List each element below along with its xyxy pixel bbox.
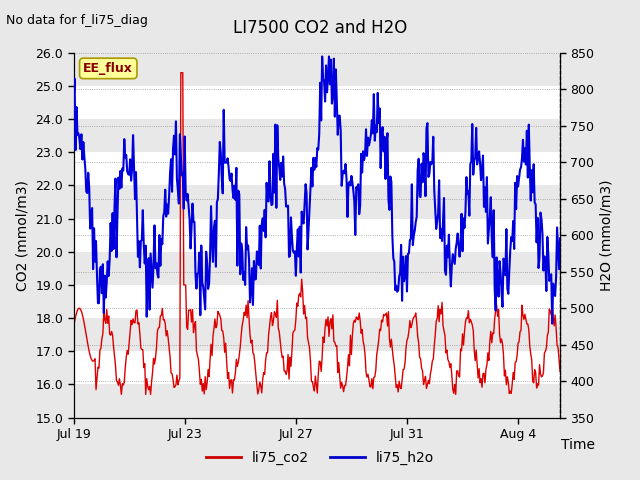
Bar xyxy=(74,351,560,384)
Y-axis label: CO2 (mmol/m3): CO2 (mmol/m3) xyxy=(16,180,29,290)
Text: No data for f_li75_diag: No data for f_li75_diag xyxy=(6,14,148,27)
Bar xyxy=(74,53,560,86)
Bar xyxy=(74,384,560,418)
Bar xyxy=(74,285,560,318)
Bar xyxy=(74,318,560,351)
Text: Time: Time xyxy=(561,438,595,452)
Bar xyxy=(74,119,560,152)
Bar xyxy=(74,152,560,185)
Bar xyxy=(74,252,560,285)
Bar xyxy=(74,185,560,218)
Bar xyxy=(74,86,560,119)
Y-axis label: H2O (mmol/m3): H2O (mmol/m3) xyxy=(600,180,614,291)
Bar xyxy=(74,218,560,252)
Text: EE_flux: EE_flux xyxy=(83,62,133,75)
Text: LI7500 CO2 and H2O: LI7500 CO2 and H2O xyxy=(233,19,407,37)
Legend: li75_co2, li75_h2o: li75_co2, li75_h2o xyxy=(200,445,440,471)
